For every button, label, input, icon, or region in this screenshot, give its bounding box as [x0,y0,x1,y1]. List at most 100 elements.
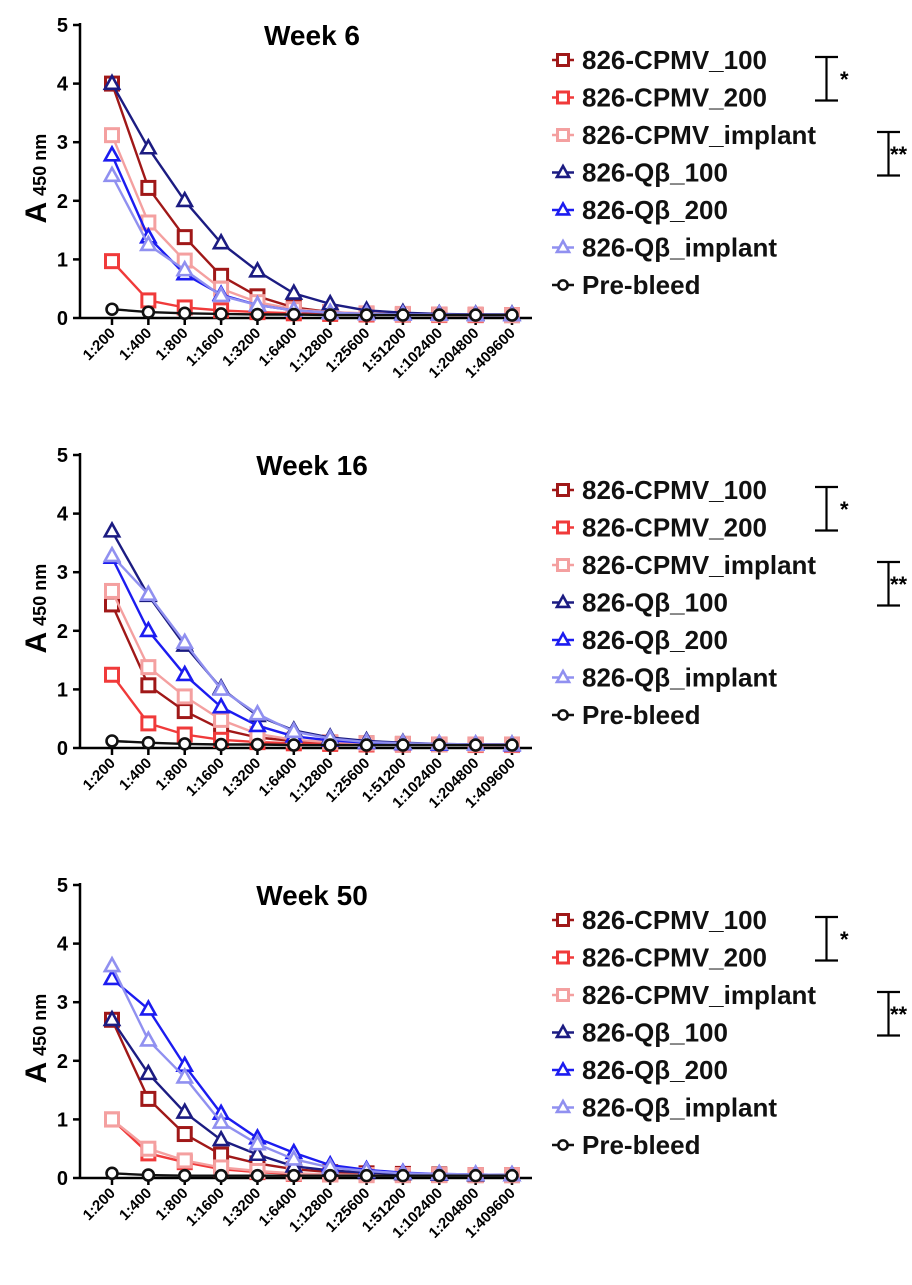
data-point-pre-bleed [432,1168,447,1183]
legend-marker-826-qqb-implant [554,1098,572,1114]
x-tick-label: 1:1600 [183,1185,228,1230]
y-tick-label: 0 [57,308,68,330]
data-point-826-cpmv-100 [140,677,157,694]
significance-bracket-line [877,560,900,607]
series-line-826-qqb-100 [111,1019,512,1177]
data-point-pre-bleed [177,306,192,321]
y-tick-label: 2 [57,1051,68,1073]
data-point-pre-bleed [287,738,301,752]
data-point-826-qqb-100 [175,190,195,208]
series-line-826-qqb-100 [110,530,512,746]
y-tick-label: 5 [57,445,68,467]
data-point-826-cpmv-200 [140,715,157,732]
data-point-826-qqb-implant [102,955,122,973]
data-point-pre-bleed [359,308,374,322]
data-point-pre-bleed [287,307,301,322]
data-point-pre-bleed [177,1168,192,1183]
series-pre-bleed [105,302,519,322]
data-point-pre-bleed [250,1168,265,1183]
legend-label: Pre-bleed [582,1130,701,1160]
legend-marker-826-cpmv-implant [556,988,570,1002]
y-axis-label: A 450 nm [20,134,53,224]
significance-bracket: * [815,55,849,102]
y-tick-label: 0 [57,738,68,760]
data-point-826-qqb-implant [102,545,122,563]
legend-label: 826-CPMV_200 [582,83,767,113]
data-point-826-qqb-implant [138,234,158,252]
legend-marker-826-qqb-200 [554,1060,572,1076]
y-tick-label: 5 [57,875,68,897]
y-tick-label: 2 [57,621,68,643]
data-point-826-qqb-implant [211,679,231,696]
data-point-826-cpmv-100 [213,1146,230,1163]
data-point-826-qqb-100 [138,1063,158,1081]
chart-panel-week-6: 0 1 2 3 4 5 1:200 1:400 1:800 1:1600 1:3200 1:6400 1… [0,0,912,425]
y-tick-label: 3 [57,992,68,1014]
data-point-826-qqb-100 [175,1102,195,1119]
significance-bracket-line [815,55,838,102]
legend-label: 826-Qβ_200 [582,1055,728,1085]
legend-label: 826-Qβ_implant [582,663,777,693]
data-point-pre-bleed [105,302,119,316]
chart-panel-week-50: 0 1 2 3 4 5 1:200 1:400 1:800 1:1600 1:3200 1:6400 1… [0,860,912,1285]
y-tick-label: 5 [57,15,68,37]
y-axis-label-sub: 450 nm [30,134,50,196]
series-826-qqb-100 [102,520,522,751]
x-tick-label: 1:1600 [183,755,228,800]
data-point-826-cpmv-implant [104,127,120,144]
chart-svg: 0123451:2001:4001:8001:16001:32001:64001… [20,445,908,812]
legend-marker-826-qqb-100 [554,1023,572,1039]
x-tick-label: 1:200 [80,755,119,794]
data-point-826-qqb-implant [175,259,195,277]
significance-bracket-line [815,485,838,532]
data-point-826-qqb-100 [211,1129,231,1147]
significance-bracket: ** [877,130,908,177]
data-point-826-qqb-200 [211,696,231,714]
data-point-826-qqb-implant [248,703,267,721]
data-point-pre-bleed [177,737,192,751]
data-point-pre-bleed [287,1168,301,1183]
chart-title: Week 6 [264,20,360,51]
data-point-826-qqb-implant [211,285,231,303]
legend-label: 826-Qβ_100 [582,588,728,618]
y-axis-label-main: A [20,202,53,224]
legend-label: 826-Qβ_implant [582,233,777,263]
series-line-826-cpmv-100 [110,83,512,317]
data-point-pre-bleed [505,738,519,752]
data-point-826-qqb-200 [102,968,122,986]
x-tick-label: 1:3200 [219,1185,264,1230]
data-point-826-cpmv-implant [176,1152,193,1169]
data-point-pre-bleed [250,737,265,752]
data-point-826-qqb-implant [211,1112,231,1129]
series-line-826-cpmv-implant [111,1118,512,1177]
legend-marker-826-cpmv-200 [556,90,570,105]
data-point-826-cpmv-100 [176,703,193,720]
significance-bracket-line [815,915,838,962]
legend-label: 826-Qβ_100 [582,1018,728,1048]
y-axis-label: A 450 nm [20,994,53,1084]
legend-label: 826-Qβ_200 [582,625,728,655]
series-826-cpmv-implant [104,582,520,753]
series-pre-bleed [105,1166,519,1183]
chart-title: Week 16 [256,450,368,481]
data-point-826-qqb-100 [102,73,122,91]
y-tick-label: 1 [57,679,68,701]
y-tick-label: 1 [57,249,68,271]
legend-marker-826-cpmv-200 [556,520,570,535]
legend-label: 826-CPMV_implant [582,120,816,150]
data-point-pre-bleed [105,1166,119,1181]
series-line-826-cpmv-implant [110,134,513,317]
data-point-826-cpmv-200 [104,253,120,270]
data-point-826-qqb-100 [248,1144,267,1162]
data-point-826-cpmv-100 [176,229,193,246]
legend-label: 826-CPMV_200 [582,943,767,973]
data-point-826-cpmv-100 [140,179,157,196]
series-826-qqb-implant [102,545,522,751]
y-axis-label-main: A [20,632,53,654]
data-point-pre-bleed [214,737,228,752]
x-tick-label: 1:400 [116,325,155,364]
series-line-826-qqb-implant [111,554,512,746]
data-point-826-qqb-implant [248,1133,267,1151]
legend: 826-CPMV_100 826-CPMV_200 826-CPMV_implant… [552,475,816,730]
data-point-pre-bleed [396,738,410,752]
